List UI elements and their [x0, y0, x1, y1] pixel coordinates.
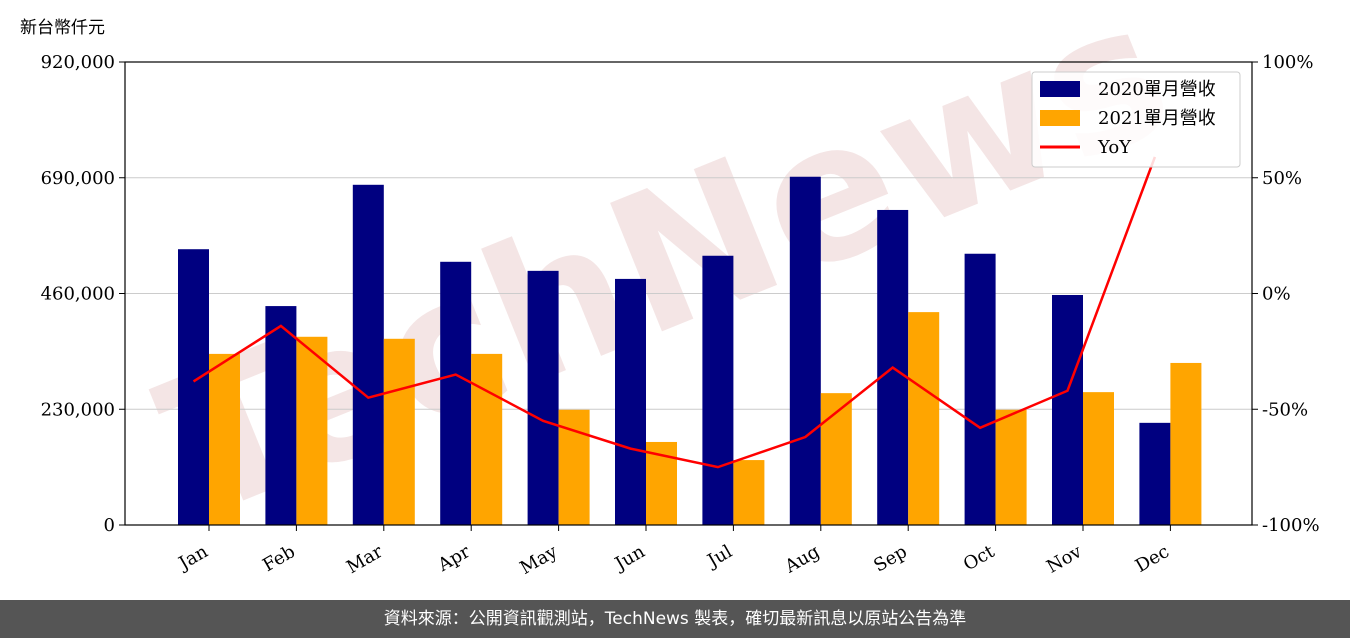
bar: [527, 270, 559, 525]
yoy-line: [192, 156, 1157, 469]
legend-label: 2021單月營收: [1098, 108, 1216, 129]
x-tick-label: Apr: [434, 541, 474, 576]
bar: [209, 353, 240, 525]
y2-tick-label: 0%: [1262, 284, 1291, 305]
x-tick-label: Oct: [960, 541, 999, 576]
bar: [178, 249, 209, 525]
x-tick-label: Mar: [343, 541, 387, 578]
x-tick-label: Feb: [259, 541, 299, 576]
bar: [440, 261, 472, 525]
legend-box: [1031, 71, 1241, 168]
bar: [964, 253, 996, 526]
legend-label: 2020單月營收: [1098, 79, 1216, 100]
y-tick-label: 230,000: [41, 399, 115, 420]
bar: [995, 409, 1027, 525]
bar: [383, 338, 415, 525]
bar: [1052, 295, 1083, 525]
bar: [615, 278, 646, 525]
x-tick-label: Jan: [174, 541, 212, 575]
y-tick-label: 920,000: [41, 52, 115, 73]
x-tick-label: Sep: [870, 541, 910, 576]
plot-frame: [124, 61, 1253, 526]
bar: [702, 255, 734, 525]
bar: [733, 460, 765, 525]
bar: [352, 184, 384, 525]
x-tick-label: Jun: [610, 541, 649, 576]
x-tick-label: Nov: [1043, 541, 1086, 578]
y2-tick-label: -50%: [1262, 399, 1308, 420]
x-tick-label: Dec: [1132, 541, 1173, 577]
y-tick-label: 460,000: [41, 284, 115, 305]
legend-swatch: [1040, 81, 1080, 97]
bar: [265, 306, 297, 525]
bar: [789, 176, 821, 526]
x-tick-label: May: [517, 541, 562, 579]
x-tick-label: Jul: [702, 541, 736, 573]
bar: [296, 336, 328, 525]
y-tick-label: 690,000: [41, 168, 115, 189]
bar: [1170, 362, 1202, 525]
y-tick-label: 0: [104, 515, 115, 536]
bar: [1139, 422, 1171, 525]
unit-label: 新台幣仟元: [20, 18, 105, 38]
bar: [820, 393, 852, 525]
legend-swatch: [1040, 110, 1080, 126]
footer: 資料來源：公開資訊觀測站，TechNews 製表，確切最新訊息以原站公告為準: [0, 600, 1350, 638]
x-tick-label: Aug: [781, 541, 824, 578]
y2-tick-label: -100%: [1262, 515, 1320, 536]
y2-tick-label: 50%: [1262, 168, 1302, 189]
bar: [471, 353, 503, 525]
bar: [1083, 392, 1114, 525]
bar: [908, 312, 940, 525]
y2-tick-label: 100%: [1262, 52, 1313, 73]
bar: [558, 409, 590, 525]
chart: 新台幣仟元 TechNews 0230,000460,000690,000920…: [20, 0, 1320, 579]
legend-label: YoY: [1097, 137, 1132, 158]
